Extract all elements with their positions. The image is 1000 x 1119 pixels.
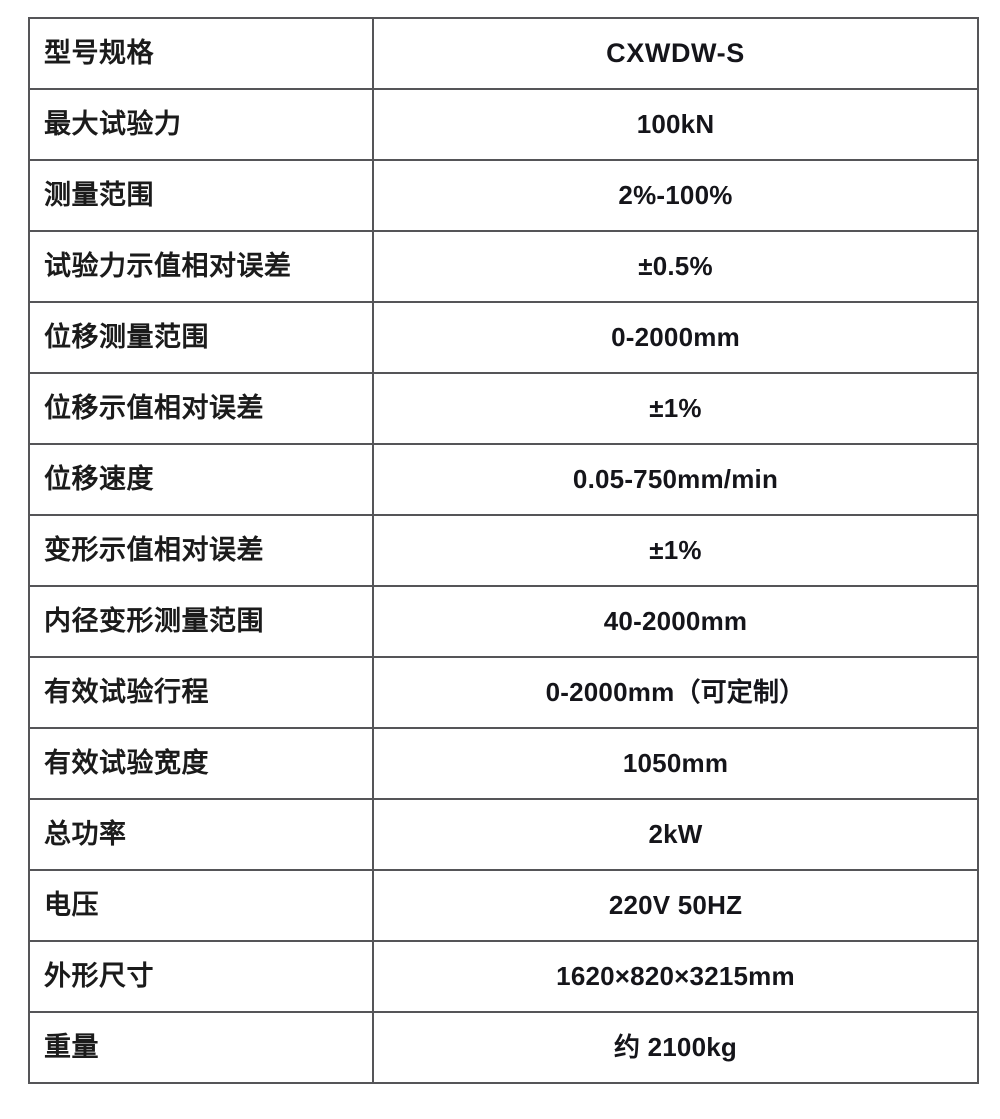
row-label-displacement-speed: 位移速度 — [28, 443, 374, 516]
table-row: 试验力示值相对误差 ±0.5% — [28, 230, 979, 303]
table-body: 型号规格 CXWDW-S 最大试验力 100kN 测量范围 2%-100% 试验… — [28, 17, 979, 1084]
table-row: 位移示值相对误差 ±1% — [28, 372, 979, 445]
table-row: 最大试验力 100kN — [28, 88, 979, 161]
table-header-row: 型号规格 CXWDW-S — [28, 17, 979, 90]
table-row: 变形示值相对误差 ±1% — [28, 514, 979, 587]
row-value-effective-test-width: 1050mm — [372, 727, 979, 800]
row-value-weight: 约 2100kg — [372, 1011, 979, 1084]
table-row: 位移速度 0.05-750mm/min — [28, 443, 979, 516]
row-value-deformation-relative-error: ±1% — [372, 514, 979, 587]
row-label-deformation-relative-error: 变形示值相对误差 — [28, 514, 374, 587]
table-row: 重量 约 2100kg — [28, 1011, 979, 1084]
row-value-overall-dimensions: 1620×820×3215mm — [372, 940, 979, 1013]
table-row: 内径变形测量范围 40-2000mm — [28, 585, 979, 658]
table-row: 外形尺寸 1620×820×3215mm — [28, 940, 979, 1013]
row-value-displacement-relative-error: ±1% — [372, 372, 979, 445]
table-row: 有效试验宽度 1050mm — [28, 727, 979, 800]
table-header-label: 型号规格 — [28, 17, 374, 90]
row-value-inner-diameter-deformation-range: 40-2000mm — [372, 585, 979, 658]
row-label-voltage: 电压 — [28, 869, 374, 942]
row-label-effective-test-width: 有效试验宽度 — [28, 727, 374, 800]
row-label-overall-dimensions: 外形尺寸 — [28, 940, 374, 1013]
row-value-displacement-range: 0-2000mm — [372, 301, 979, 374]
table-row: 电压 220V 50HZ — [28, 869, 979, 942]
row-label-force-relative-error: 试验力示值相对误差 — [28, 230, 374, 303]
row-value-voltage: 220V 50HZ — [372, 869, 979, 942]
row-value-effective-test-stroke: 0-2000mm（可定制） — [372, 656, 979, 729]
row-label-inner-diameter-deformation-range: 内径变形测量范围 — [28, 585, 374, 658]
table-header-value: CXWDW-S — [372, 17, 979, 90]
row-label-displacement-relative-error: 位移示值相对误差 — [28, 372, 374, 445]
row-label-displacement-range: 位移测量范围 — [28, 301, 374, 374]
row-value-displacement-speed: 0.05-750mm/min — [372, 443, 979, 516]
table-row: 有效试验行程 0-2000mm（可定制） — [28, 656, 979, 729]
row-label-measuring-range: 测量范围 — [28, 159, 374, 232]
row-label-total-power: 总功率 — [28, 798, 374, 871]
row-label-effective-test-stroke: 有效试验行程 — [28, 656, 374, 729]
row-label-max-test-force: 最大试验力 — [28, 88, 374, 161]
table-row: 总功率 2kW — [28, 798, 979, 871]
specification-table: 型号规格 CXWDW-S 最大试验力 100kN 测量范围 2%-100% 试验… — [28, 17, 979, 1084]
table-row: 位移测量范围 0-2000mm — [28, 301, 979, 374]
row-value-measuring-range: 2%-100% — [372, 159, 979, 232]
row-value-force-relative-error: ±0.5% — [372, 230, 979, 303]
row-label-weight: 重量 — [28, 1011, 374, 1084]
row-value-max-test-force: 100kN — [372, 88, 979, 161]
row-value-total-power: 2kW — [372, 798, 979, 871]
table-row: 测量范围 2%-100% — [28, 159, 979, 232]
